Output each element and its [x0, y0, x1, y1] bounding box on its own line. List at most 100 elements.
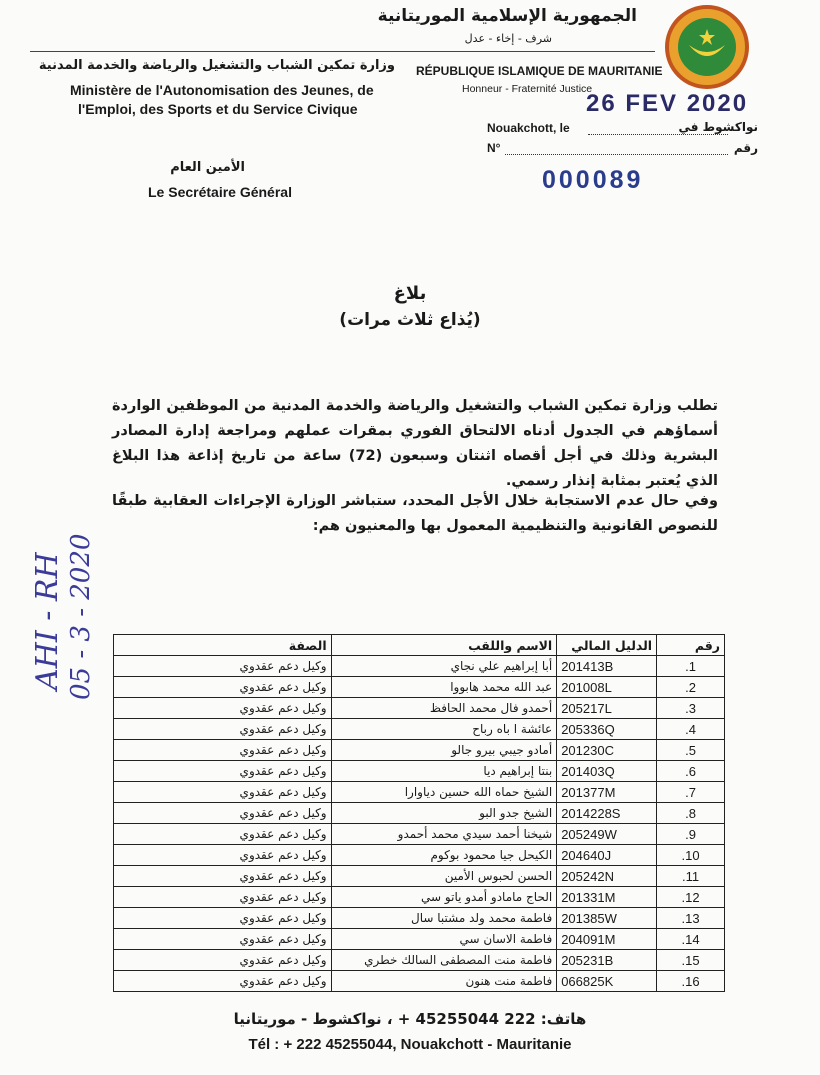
ministry-fr-1: Ministère de l'Autonomisation des Jeunes… — [70, 82, 374, 98]
row-number: 5. — [656, 739, 725, 761]
reference-number: 000089 — [542, 166, 644, 194]
paragraph: وفي حال عدم الاستجابة خلال الأجل المحدد،… — [112, 493, 718, 534]
place-label-ar: نواكشوط في — [678, 120, 759, 134]
table-row: 8. 2014228S الشيخ جدو البو وكيل دعم عقدوي — [113, 802, 725, 824]
financial-id: 201413B — [556, 655, 658, 677]
role: وكيل دعم عقدوي — [113, 949, 332, 971]
motto-fr: Honneur - Fraternité Justice — [462, 83, 593, 95]
role: وكيل دعم عقدوي — [113, 886, 332, 908]
table-row: 5. 201230C أمادو جيبي بيرو جالو وكيل دعم عق… — [113, 739, 725, 761]
table-row: 1. 201413B أبا إبراهيم علي نجاي وكيل دعم عق… — [113, 655, 725, 677]
full-name: أحمدو فال محمد الحافظ — [330, 697, 558, 719]
row-number: 1. — [656, 655, 725, 677]
full-name: الشيخ جدو البو — [330, 802, 558, 824]
role: وكيل دعم عقدوي — [113, 928, 332, 950]
table-row: 7. 201377M الشيخ حماه الله حسين دياوارا وكي… — [113, 781, 725, 803]
paragraph: تطلب وزارة تمكين الشباب والتشغيل والرياض… — [112, 398, 718, 489]
role: وكيل دعم عقدوي — [113, 970, 332, 992]
financial-id: 201008L — [556, 676, 658, 698]
staff-table: رقم الدليل المالي الاسم واللقب الصفة 1. 2014… — [113, 634, 725, 992]
row-number: 8. — [656, 802, 725, 824]
role: وكيل دعم عقدوي — [113, 760, 332, 782]
footer-fr: Tél : + 222 45255044, Nouakchott - Mauri… — [248, 1036, 572, 1053]
full-name: الحسن لحبوس الأمين — [330, 865, 558, 887]
row-number: 3. — [656, 697, 725, 719]
full-name: فاطمة منت هنون — [330, 970, 558, 992]
emblem — [665, 5, 749, 89]
financial-id: 2014228S — [556, 802, 658, 824]
ministry-ar: وزارة تمكين الشباب والتشغيل والرياضة وال… — [38, 58, 395, 73]
full-name: بنتا إبراهيم ديا — [330, 760, 558, 782]
table-row: 14. 204091M فاطمة الاسان سي وكيل دعم عقدوي — [113, 928, 725, 950]
handwritten-note: AHI - RH — [30, 552, 65, 690]
role: وكيل دعم عقدوي — [113, 802, 332, 824]
financial-id: 201331M — [556, 886, 658, 908]
financial-id: 205336Q — [556, 718, 658, 740]
role: وكيل دعم عقدوي — [113, 676, 332, 698]
number-label-fr: N° — [487, 141, 501, 155]
row-number: 11. — [656, 865, 725, 887]
secretary-fr: Le Secrétaire Général — [148, 184, 292, 200]
table-row: 9. 205249W شيخنا أحمد سيدي محمد أحمدو وكيل … — [113, 823, 725, 845]
table-row: 11. 205242N الحسن لحبوس الأمين وكيل دعم عقد… — [113, 865, 725, 887]
row-number: 16. — [656, 970, 725, 992]
column-header: رقم — [656, 634, 725, 656]
full-name: فاطمة منت المصطفى السالك خطري — [330, 949, 558, 971]
row-number: 12. — [656, 886, 725, 908]
role: وكيل دعم عقدوي — [113, 781, 332, 803]
republic-ar: الجمهورية الإسلامية الموريتانية — [377, 6, 637, 26]
notice-title: بلاغ — [393, 283, 427, 304]
number-label-ar: رقم — [733, 141, 758, 155]
column-header: الاسم واللقب — [330, 634, 558, 656]
financial-id: 201230C — [556, 739, 658, 761]
role: وكيل دعم عقدوي — [113, 844, 332, 866]
row-number: 4. — [656, 718, 725, 740]
financial-id: 201403Q — [556, 760, 658, 782]
column-header: الدليل المالي — [556, 634, 658, 656]
row-number: 14. — [656, 928, 725, 950]
role: وكيل دعم عقدوي — [113, 865, 332, 887]
full-name: أمادو جيبي بيرو جالو — [330, 739, 558, 761]
role: وكيل دعم عقدوي — [113, 907, 332, 929]
role: وكيل دعم عقدوي — [113, 739, 332, 761]
financial-id: 205242N — [556, 865, 658, 887]
motto-ar: شرف - إخاء - عدل — [464, 32, 552, 45]
footer-ar: هاتف: 222 45255044 + ، نواكشوط - موريتان… — [233, 1010, 587, 1028]
row-number: 15. — [656, 949, 725, 971]
table-row: 13. 201385W فاطمة محمد ولد مشتبا سال وكيل د… — [113, 907, 725, 929]
financial-id: 066825K — [556, 970, 658, 992]
financial-id: 204640J — [556, 844, 658, 866]
full-name: الحاج مامادو أمدو ياتو سي — [330, 886, 558, 908]
table-row: 3. 205217L أحمدو فال محمد الحافظ وكيل دعم ع… — [113, 697, 725, 719]
full-name: شيخنا أحمد سيدي محمد أحمدو — [330, 823, 558, 845]
table-row: 2. 201008L عبد الله محمد هابووا وكيل دعم عق… — [113, 676, 725, 698]
date-stamp: 26 FEV 2020 — [586, 90, 749, 117]
financial-id: 201377M — [556, 781, 658, 803]
financial-id: 204091M — [556, 928, 658, 950]
row-number: 7. — [656, 781, 725, 803]
secretary-ar: الأمين العام — [170, 160, 245, 175]
full-name: عبد الله محمد هابووا — [330, 676, 558, 698]
role: وكيل دعم عقدوي — [113, 697, 332, 719]
role: وكيل دعم عقدوي — [113, 655, 332, 677]
notice-subtitle: (يُذاع ثلاث مرات) — [339, 310, 481, 330]
republic-fr: RÉPUBLIQUE ISLAMIQUE DE MAURITANIE — [416, 64, 663, 78]
financial-id: 201385W — [556, 907, 658, 929]
full-name: الشيخ حماه الله حسين دياوارا — [330, 781, 558, 803]
row-number: 6. — [656, 760, 725, 782]
row-number: 2. — [656, 676, 725, 698]
rule — [30, 51, 655, 52]
place-label-fr: Nouakchott, le — [487, 121, 570, 135]
full-name: عائشة ا باه رباح — [330, 718, 558, 740]
financial-id: 205217L — [556, 697, 658, 719]
role: وكيل دعم عقدوي — [113, 823, 332, 845]
table-row: 15. 205231B فاطمة منت المصطفى السالك خطري و… — [113, 949, 725, 971]
table-row: 10. 204640J الكيحل جيا محمود بوكوم وكيل دعم… — [113, 844, 725, 866]
financial-id: 205231B — [556, 949, 658, 971]
full-name: فاطمة محمد ولد مشتبا سال — [330, 907, 558, 929]
table-row: 12. 201331M الحاج مامادو أمدو ياتو سي وكيل … — [113, 886, 725, 908]
full-name: أبا إبراهيم علي نجاي — [330, 655, 558, 677]
column-header: الصفة — [113, 634, 332, 656]
financial-id: 205249W — [556, 823, 658, 845]
